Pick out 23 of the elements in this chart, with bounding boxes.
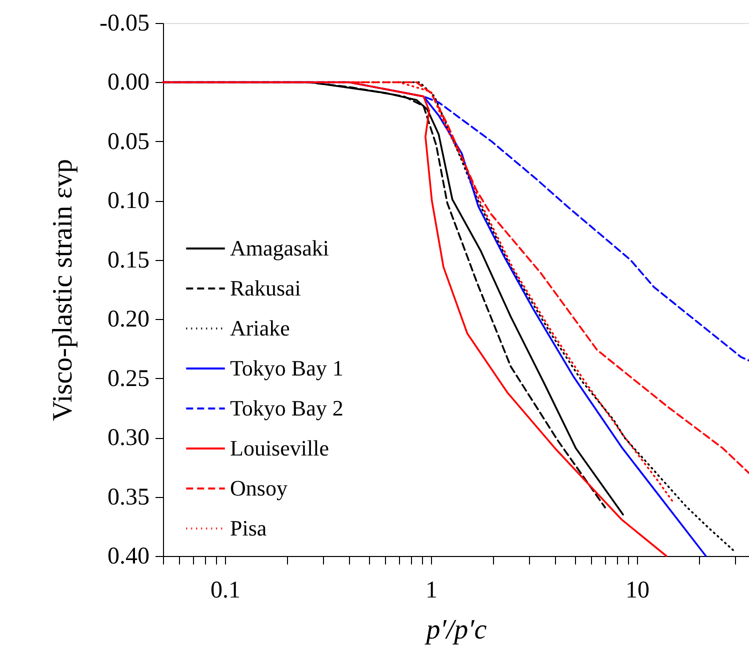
y-tick-label: 0.20 bbox=[108, 306, 150, 333]
legend-label: Pisa bbox=[230, 516, 267, 540]
y-tick-label: 0.15 bbox=[108, 247, 150, 274]
legend-label: Tokyo Bay 1 bbox=[230, 356, 344, 380]
x-tick-label: 1 bbox=[425, 578, 438, 604]
legend-label: Onsoy bbox=[230, 476, 288, 500]
y-tick-label: 0.25 bbox=[108, 366, 150, 392]
legend-label: Louiseville bbox=[230, 436, 329, 460]
legend-label: Ariake bbox=[230, 316, 290, 340]
y-tick-label: 0.40 bbox=[108, 544, 150, 570]
y-tick-label: -0.05 bbox=[100, 10, 150, 36]
x-axis-title: p′/p′c bbox=[424, 614, 488, 646]
y-tick-label: 0.10 bbox=[108, 188, 150, 214]
legend-label: Rakusai bbox=[230, 276, 301, 300]
legend-label: Tokyo Bay 2 bbox=[230, 396, 344, 420]
x-tick-label: 0.1 bbox=[210, 578, 241, 604]
legend-label: Amagasaki bbox=[230, 236, 329, 260]
y-tick-label: 0.35 bbox=[108, 484, 150, 510]
y-tick-label: 0.05 bbox=[108, 128, 150, 155]
y-tick-label: 0.00 bbox=[108, 70, 150, 96]
y-axis-title: Visco-plastic strain εvp bbox=[48, 158, 79, 422]
y-tick-label: 0.30 bbox=[108, 425, 150, 452]
x-tick-label: 10 bbox=[625, 578, 650, 604]
